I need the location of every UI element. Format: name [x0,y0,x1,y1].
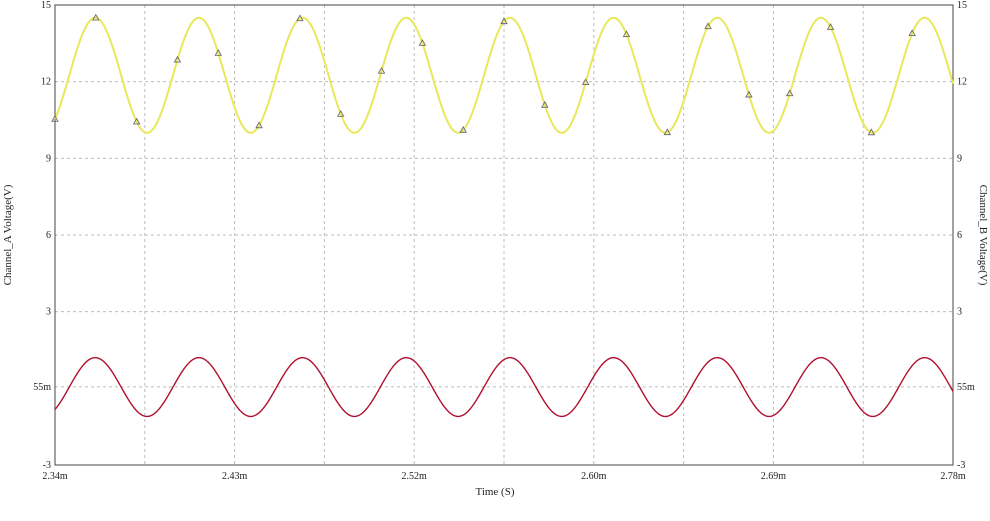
x-tick-label: 2.52m [402,471,428,482]
data-point-marker [132,117,141,125]
y-tick-label-left: 12 [41,77,51,88]
data-point-marker [336,110,345,117]
data-point-marker [92,13,100,21]
data-point-marker [173,55,182,63]
data-point-marker [459,125,467,133]
marker-group [51,13,916,136]
series-line-channel-a [54,16,954,134]
x-tick-label: 2.78m [940,471,966,482]
y-axis-right-title: Channel_B Voltage(V) [977,185,989,286]
y-tick-label-right: -3 [957,460,965,471]
data-point-marker [867,128,876,136]
x-tick-label: 2.69m [761,471,787,482]
series-group [54,16,954,418]
y-tick-label-left: 9 [46,153,51,164]
data-point-marker [663,128,672,136]
y-tick-label-right: 9 [957,153,962,164]
y-tick-label-right: 3 [957,307,962,318]
y-tick-label-right: 6 [957,230,962,241]
grid [55,5,953,465]
y-tick-label-left: 55m [33,382,51,393]
y-axis-left-title: Channel_A Voltage(V) [2,184,14,285]
data-point-marker [51,114,59,122]
data-point-marker [541,100,549,108]
data-point-marker [581,78,590,86]
plot-frame [54,4,954,466]
data-point-marker [785,89,794,97]
data-point-marker [826,23,835,30]
x-tick-label: 2.34m [42,471,68,482]
y-tick-label-left: -3 [43,460,51,471]
data-point-marker [296,14,304,22]
data-point-marker [500,17,508,25]
data-point-marker [704,22,712,30]
x-tick-label: 2.43m [222,471,248,482]
y-tick-label-left: 3 [46,307,51,318]
data-point-marker [214,48,223,56]
data-point-marker [622,30,631,38]
data-point-marker [745,90,753,98]
y-tick-label-right: 15 [957,0,967,11]
x-tick-label: 2.60m [581,471,607,482]
y-tick-label-left: 15 [41,0,51,11]
x-axis-title: Time (S) [475,486,514,498]
y-tick-label-right: 12 [957,77,967,88]
data-point-marker [377,66,386,74]
data-point-marker [418,38,427,46]
y-tick-label-right: 55m [957,382,975,393]
data-point-marker [908,29,916,37]
y-tick-label-left: 6 [46,230,51,241]
data-point-marker [255,121,263,129]
series-line-channel-b [54,356,954,418]
